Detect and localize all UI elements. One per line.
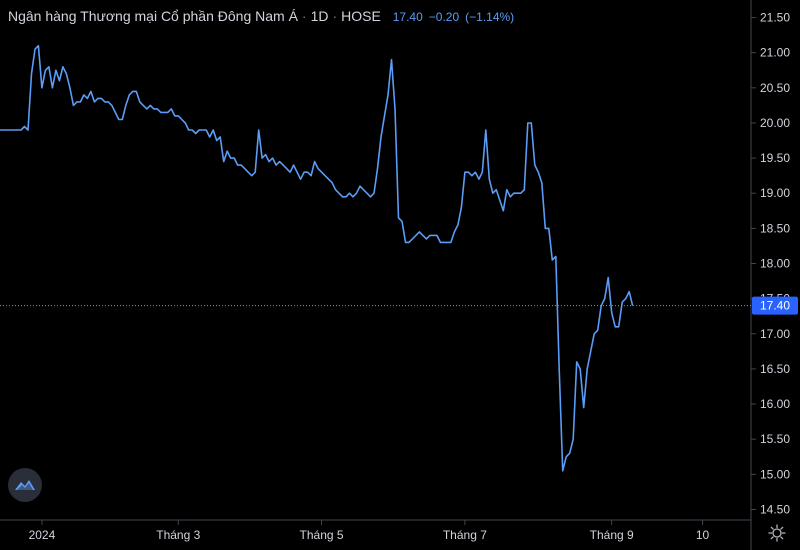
time-axis-label: 2024 bbox=[29, 528, 56, 542]
price-axis-label: 16.00 bbox=[760, 397, 790, 411]
price-axis-label: 20.50 bbox=[760, 81, 790, 95]
price-axis-label: 21.50 bbox=[760, 11, 790, 25]
time-axis-label: 10 bbox=[696, 528, 710, 542]
gear-icon[interactable] bbox=[768, 524, 786, 542]
tradingview-logo-icon[interactable] bbox=[8, 468, 42, 502]
time-axis-label: Tháng 3 bbox=[156, 528, 200, 542]
price-change-percent: (−1.14%) bbox=[465, 10, 515, 24]
price-axis-label: 20.00 bbox=[760, 116, 790, 130]
price-series-line bbox=[0, 44, 634, 472]
cloud-icon bbox=[15, 480, 35, 490]
last-price-tag: 17.40 bbox=[752, 296, 798, 315]
price-axis-label: 18.50 bbox=[760, 221, 790, 235]
price-axis[interactable]: 21.50 21.00 20.50 20.00 19.50 19.00 18.50 18.00… bbox=[751, 11, 790, 517]
price-axis-label: 14.50 bbox=[760, 502, 790, 516]
exchange-label: HOSE bbox=[341, 8, 381, 24]
separator-dot: · bbox=[301, 8, 307, 24]
price-axis-label: 15.50 bbox=[760, 432, 790, 446]
price-axis-label: 17.00 bbox=[760, 327, 790, 341]
price-axis-label: 19.00 bbox=[760, 186, 790, 200]
time-axis[interactable]: 2024 Tháng 3 Tháng 5 Tháng 7 Tháng 9 10 bbox=[29, 520, 710, 542]
time-axis-label: Tháng 9 bbox=[590, 528, 634, 542]
symbol-name[interactable]: Ngân hàng Thương mại Cổ phần Đông Nam Á bbox=[8, 8, 298, 24]
time-axis-label: Tháng 5 bbox=[300, 528, 344, 542]
price-axis-label: 19.50 bbox=[760, 151, 790, 165]
last-price-label: 17.40 bbox=[760, 299, 790, 313]
price-axis-label: 18.00 bbox=[760, 257, 790, 271]
chart-header: Ngân hàng Thương mại Cổ phần Đông Nam Á ·… bbox=[8, 8, 520, 24]
time-axis-label: Tháng 7 bbox=[443, 528, 487, 542]
price-change: −0.20 bbox=[428, 10, 460, 24]
last-price: 17.40 bbox=[392, 10, 423, 24]
separator-dot: · bbox=[332, 8, 338, 24]
interval-label[interactable]: 1D bbox=[310, 8, 329, 24]
price-axis-label: 16.50 bbox=[760, 362, 790, 376]
quote-values: 17.40 −0.20 (−1.14%) bbox=[393, 10, 520, 24]
price-axis-label: 15.00 bbox=[760, 467, 790, 481]
price-axis-label: 21.00 bbox=[760, 46, 790, 60]
